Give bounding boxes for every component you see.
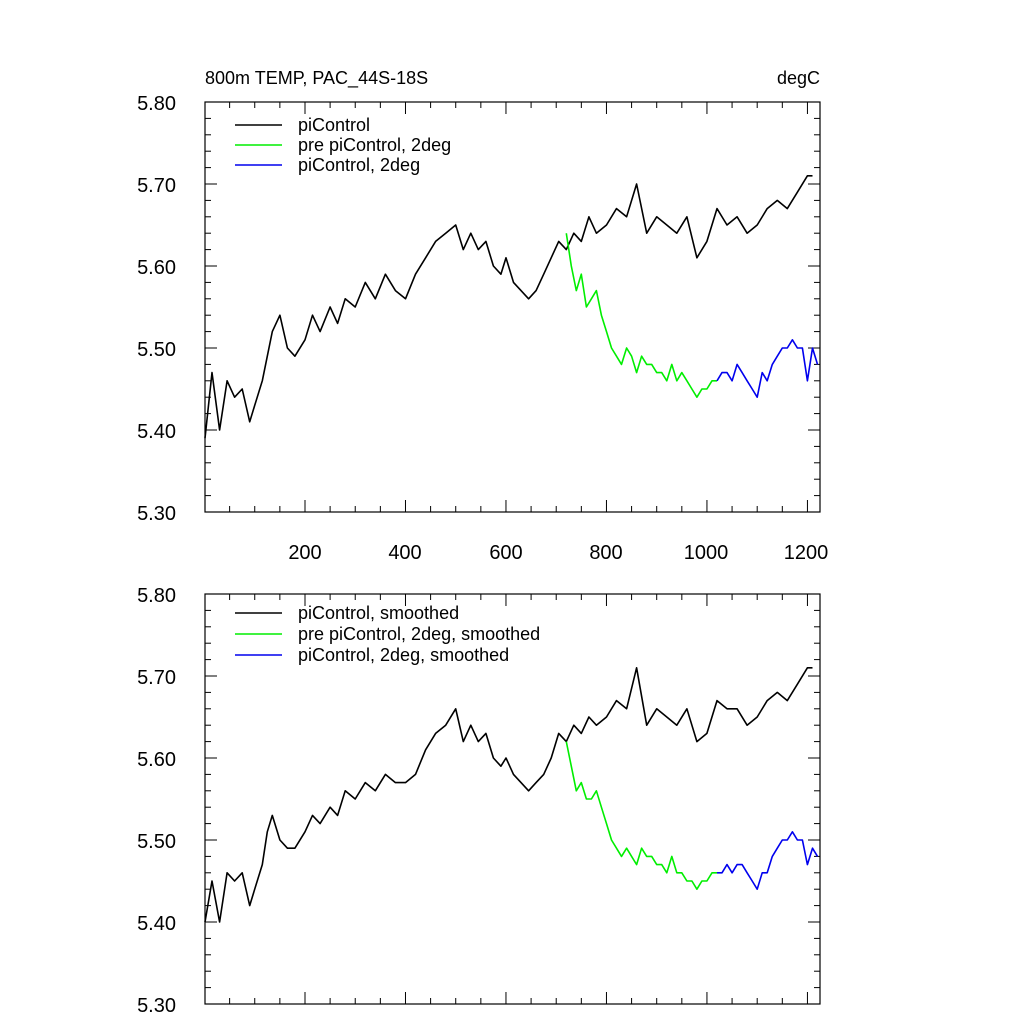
y-tick-label: 5.60 — [137, 749, 176, 771]
x-tick-label: 1200 — [784, 542, 829, 564]
x-tick-label: 200 — [288, 542, 321, 564]
y-tick-labels: 5.30 5.40 5.50 5.60 5.70 5.80 — [137, 585, 176, 1017]
y-tick-label: 5.80 — [137, 93, 176, 115]
plot-frame — [204, 101, 821, 513]
y-tick-label: 5.40 — [137, 913, 176, 935]
x-tick-labels: 200 400 600 800 1000 1200 — [288, 542, 828, 564]
series-line-1 — [204, 175, 813, 439]
legend-label: piControl — [298, 115, 370, 135]
series-line-2 — [565, 233, 717, 399]
series-line-3 — [716, 338, 819, 399]
y-tick-label: 5.50 — [137, 339, 176, 361]
legend-label: pre piControl, 2deg — [298, 135, 451, 155]
y-tick-labels: 5.30 5.40 5.50 5.60 5.70 5.80 — [137, 93, 176, 525]
bottom-panel: 5.30 5.40 5.50 5.60 5.70 5.80 piControl,… — [137, 585, 821, 1017]
series-line-3 — [717, 830, 819, 891]
y-tick-label: 5.30 — [137, 503, 176, 525]
legend-label: piControl, 2deg, smoothed — [298, 645, 509, 665]
legend: piControl pre piControl, 2deg piControl,… — [298, 115, 451, 175]
x-tick-label: 600 — [489, 542, 522, 564]
y-tick-label: 5.60 — [137, 257, 176, 279]
legend-label: piControl, 2deg — [298, 155, 420, 175]
series-line-1 — [204, 666, 813, 923]
y-tick-label: 5.30 — [137, 995, 176, 1017]
x-tick-label: 800 — [589, 542, 622, 564]
series-line-2 — [565, 741, 717, 891]
y-tick-label: 5.70 — [137, 175, 176, 197]
y-tick-label: 5.40 — [137, 421, 176, 443]
chart-title: 800m TEMP, PAC_44S-18S — [205, 68, 428, 89]
plot-frame — [204, 593, 821, 1005]
x-tick-label: 400 — [388, 542, 421, 564]
top-panel: 800m TEMP, PAC_44S-18S degC 5.30 5.40 5.… — [137, 68, 828, 564]
x-tick-label: 1000 — [684, 542, 729, 564]
legend: piControl, smoothed pre piControl, 2deg,… — [298, 603, 540, 665]
y-tick-label: 5.80 — [137, 585, 176, 607]
y-tick-label: 5.70 — [137, 667, 176, 689]
y-tick-label: 5.50 — [137, 831, 176, 853]
legend-label: pre piControl, 2deg, smoothed — [298, 624, 540, 644]
legend-label: piControl, smoothed — [298, 603, 459, 623]
units-label: degC — [777, 68, 820, 88]
